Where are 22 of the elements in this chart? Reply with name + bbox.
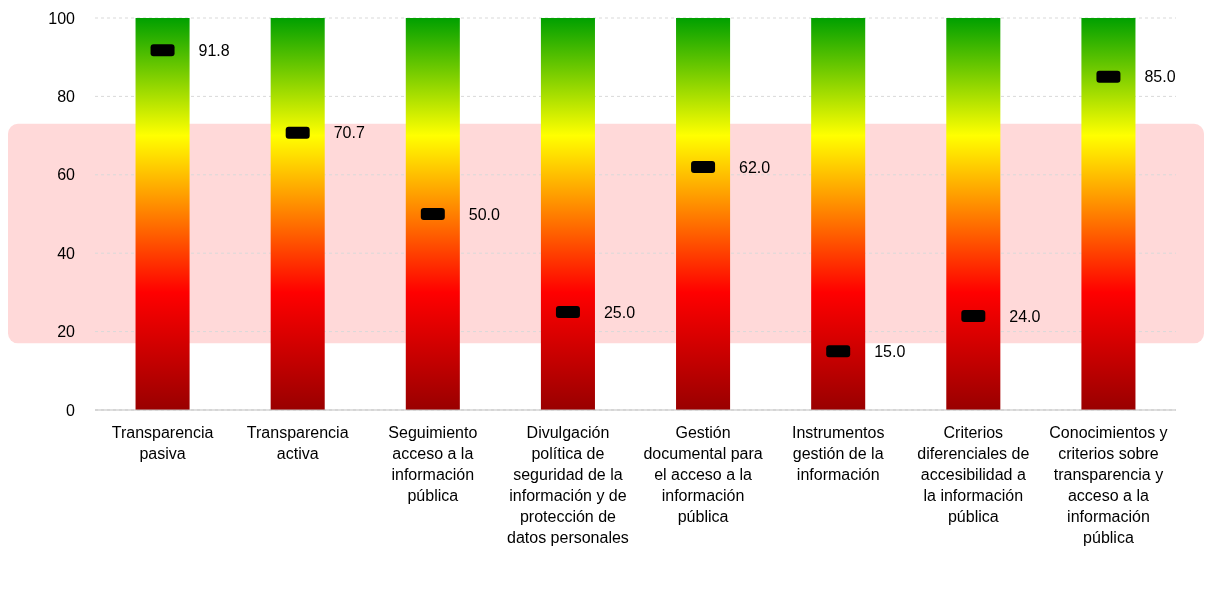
y-tick-label: 20 [57,323,76,341]
x-tick-label: Gestión documental para el acceso a la información pública [643,424,763,525]
data-label: 85.0 [1144,68,1176,86]
x-tick-label: Criterios diferenciales de accesibilidad a la información pública [917,424,1030,525]
data-label: 50.0 [468,205,501,223]
data-label: 15.0 [874,342,906,360]
data-label: 24.0 [1009,307,1041,325]
data-label: 91.8 [198,41,230,59]
x-tick-label: Transparencia pasiva [111,424,214,462]
y-tick-label: 100 [48,9,76,27]
y-tick-label: 0 [66,401,76,419]
y-tick-label: 60 [57,166,76,184]
data-label: 70.7 [333,124,365,142]
x-tick-label: Seguimiento acceso a la información pública [388,424,478,504]
y-tick-label: 40 [57,244,76,262]
x-tick-label: Transparencia activa [246,424,349,462]
x-tick-label: Divulgación política de seguridad de la información y de protección de datos personales [507,424,629,546]
x-tick-label: Conocimientos y criterios sobre transparencia y acceso a la información pública [1049,424,1168,546]
data-label: 62.0 [739,158,771,176]
data-label: 25.0 [603,303,636,321]
y-tick-label: 80 [57,88,76,105]
x-tick-label: Instrumentos gestión de la información [791,424,885,483]
